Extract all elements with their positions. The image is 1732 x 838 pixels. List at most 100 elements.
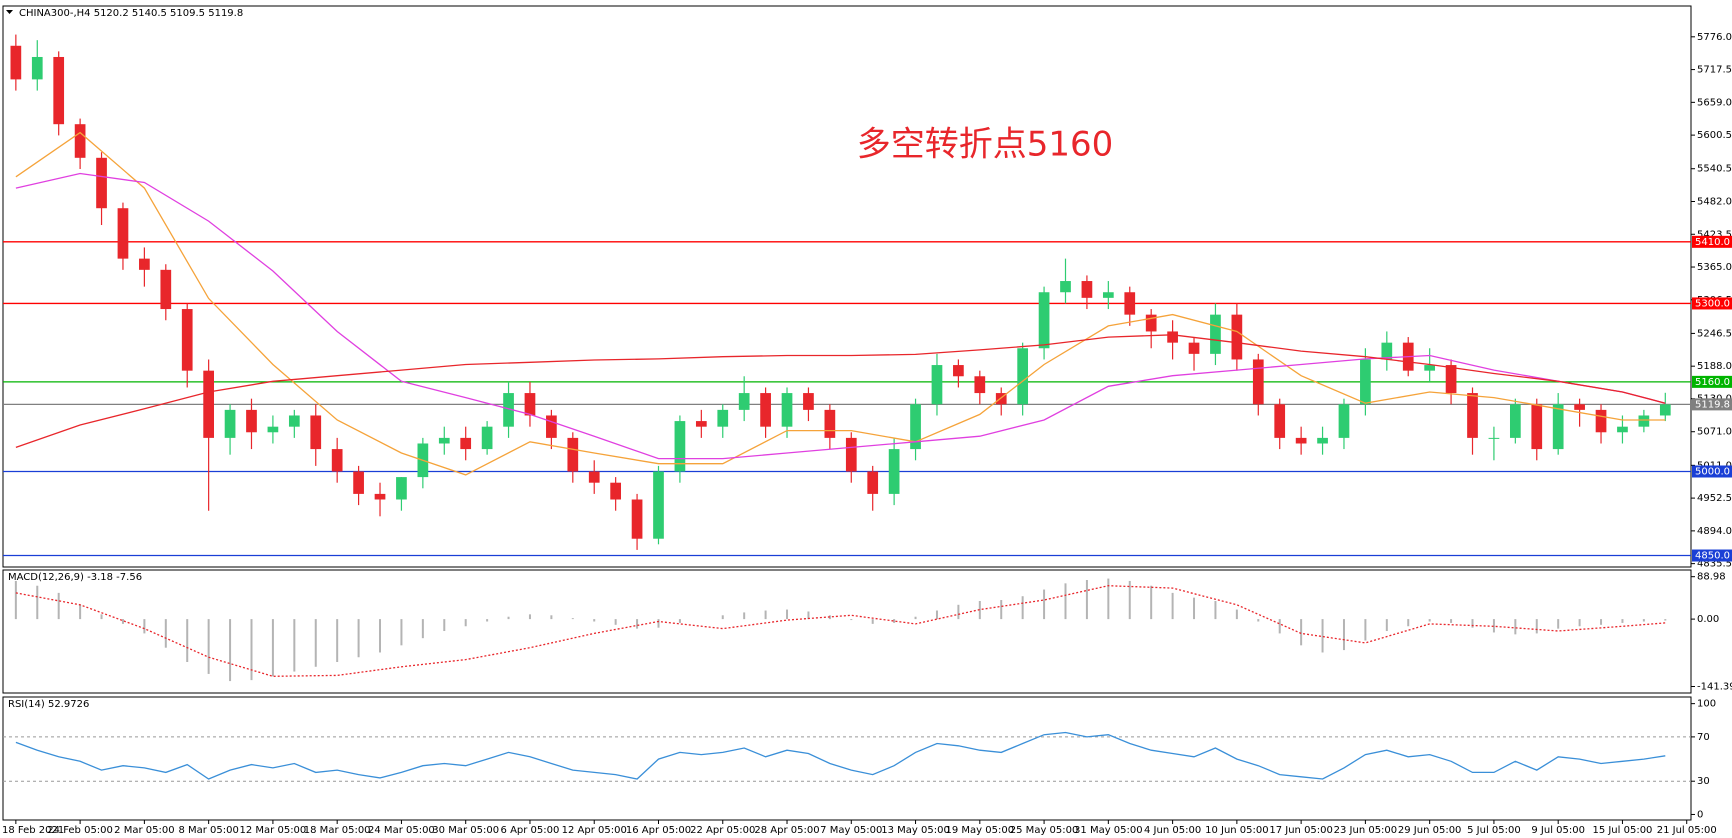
- y-tick-label: 0.00: [1697, 614, 1719, 625]
- y-tick-label: 30: [1697, 776, 1710, 787]
- candle-body: [53, 56, 65, 125]
- candle-body: [1424, 365, 1436, 371]
- y-tick-label: 5246.5: [1697, 328, 1732, 339]
- candle-body: [224, 409, 236, 438]
- x-tick-label: 18 Mar 05:00: [304, 825, 371, 836]
- x-tick-label: 23 Jun 05:00: [1334, 825, 1398, 836]
- y-tick-label: 5071.0: [1697, 427, 1732, 438]
- candle-body: [96, 157, 107, 209]
- level-label: 5300.0: [1695, 298, 1730, 309]
- candle-body: [845, 437, 857, 472]
- panel-title: CHINA300-,H4 5120.2 5140.5 5109.5 5119.8: [19, 8, 243, 19]
- level-label-box: [1692, 375, 1732, 388]
- candle-body: [503, 393, 514, 427]
- x-tick-label: 24 Mar 05:00: [368, 825, 435, 836]
- candle-body: [1231, 314, 1243, 360]
- level-label: 5000.0: [1695, 466, 1730, 477]
- panel-frame: [2, 5, 1692, 568]
- candle-body: [331, 449, 343, 472]
- y-tick-label: 5540.5: [1697, 164, 1732, 175]
- candle-body: [74, 124, 86, 158]
- candle-body: [931, 365, 943, 405]
- y-tick-label: 5423.5: [1697, 229, 1732, 240]
- x-tick-label: 7 May 05:00: [820, 825, 882, 836]
- candle-body: [1574, 404, 1585, 410]
- y-tick-label: 0: [1697, 809, 1703, 820]
- candle-body: [653, 471, 664, 539]
- menu-triangle[interactable]: [6, 10, 13, 14]
- candle-body: [824, 409, 836, 438]
- candle-body: [1102, 292, 1114, 298]
- y-tick-label: 5188.0: [1697, 361, 1732, 372]
- candle-body: [610, 482, 622, 500]
- candle-body: [995, 393, 1007, 405]
- candle-body: [1617, 426, 1628, 433]
- y-tick-label: 88.98: [1697, 572, 1726, 583]
- y-tick-label: 5776.0: [1697, 32, 1732, 43]
- y-tick-label: 5365.0: [1697, 262, 1732, 273]
- candle-body: [1017, 348, 1029, 405]
- x-tick-label: 17 Jun 05:00: [1269, 825, 1333, 836]
- panel-title: MACD(12,26,9) -3.18 -7.56: [8, 572, 142, 583]
- candle-body: [781, 393, 793, 427]
- level-label: 5410.0: [1695, 237, 1730, 248]
- candle-body: [524, 393, 536, 416]
- candle-body: [1360, 359, 1371, 405]
- level-label-box: [1692, 549, 1732, 562]
- candle-body: [1509, 404, 1521, 438]
- x-tick-label: 12 Apr 05:00: [562, 825, 627, 836]
- candle-body: [546, 415, 557, 438]
- macd-signal-line: [15, 585, 1666, 677]
- candle-body: [1595, 409, 1607, 433]
- candle-body: [374, 493, 386, 500]
- candle-body: [1445, 365, 1457, 394]
- moving-average-line: [15, 172, 1666, 460]
- candle-body: [160, 269, 172, 310]
- x-tick-label: 21 Jul 05:00: [1657, 825, 1717, 836]
- x-tick-label: 30 Mar 05:00: [432, 825, 499, 836]
- candle-body: [631, 499, 643, 539]
- candle-body: [31, 56, 43, 80]
- x-tick-label: 29 Jun 05:00: [1398, 825, 1462, 836]
- candle-body: [803, 393, 814, 410]
- y-tick-label: 5659.0: [1697, 97, 1732, 108]
- candle-body: [760, 393, 771, 427]
- x-tick-label: 24 Feb 05:00: [47, 825, 113, 836]
- x-tick-label: 13 May 05:00: [881, 825, 950, 836]
- candle-body: [1659, 404, 1671, 416]
- candle-body: [10, 45, 22, 80]
- candle-body: [396, 477, 407, 500]
- level-label-box: [1692, 465, 1732, 478]
- x-tick-label: 25 May 05:00: [1010, 825, 1079, 836]
- rsi-line: [15, 731, 1666, 780]
- candle-body: [695, 421, 707, 427]
- x-tick-label: 9 Jul 05:00: [1531, 825, 1585, 836]
- level-label: 4850.0: [1695, 551, 1730, 562]
- y-tick-label: 4952.5: [1697, 493, 1732, 504]
- candle-body: [181, 309, 193, 371]
- y-tick-label: 5600.5: [1697, 130, 1732, 141]
- level-label-box: [1692, 398, 1732, 411]
- candle-body: [1124, 292, 1136, 315]
- candle-body: [1338, 404, 1350, 438]
- moving-average-line: [15, 131, 1666, 476]
- candle-body: [1467, 393, 1478, 438]
- candle-body: [1210, 314, 1221, 354]
- level-label: 5119.8: [1695, 399, 1730, 410]
- candle-body: [267, 426, 279, 433]
- y-tick-label: 5482.0: [1697, 196, 1732, 207]
- x-tick-label: 10 Jun 05:00: [1205, 825, 1269, 836]
- candle-body: [1317, 437, 1328, 444]
- candle-body: [460, 437, 472, 450]
- candle-body: [203, 370, 214, 438]
- x-tick-label: 22 Apr 05:00: [690, 825, 755, 836]
- y-tick-label: 100: [1697, 699, 1716, 710]
- x-tick-label: 5 Jul 05:00: [1467, 825, 1521, 836]
- level-label-box: [1692, 235, 1732, 248]
- candle-body: [1145, 314, 1157, 332]
- moving-average-line: [15, 334, 1666, 449]
- x-tick-label: 8 Mar 05:00: [178, 825, 238, 836]
- candle-body: [1252, 359, 1264, 405]
